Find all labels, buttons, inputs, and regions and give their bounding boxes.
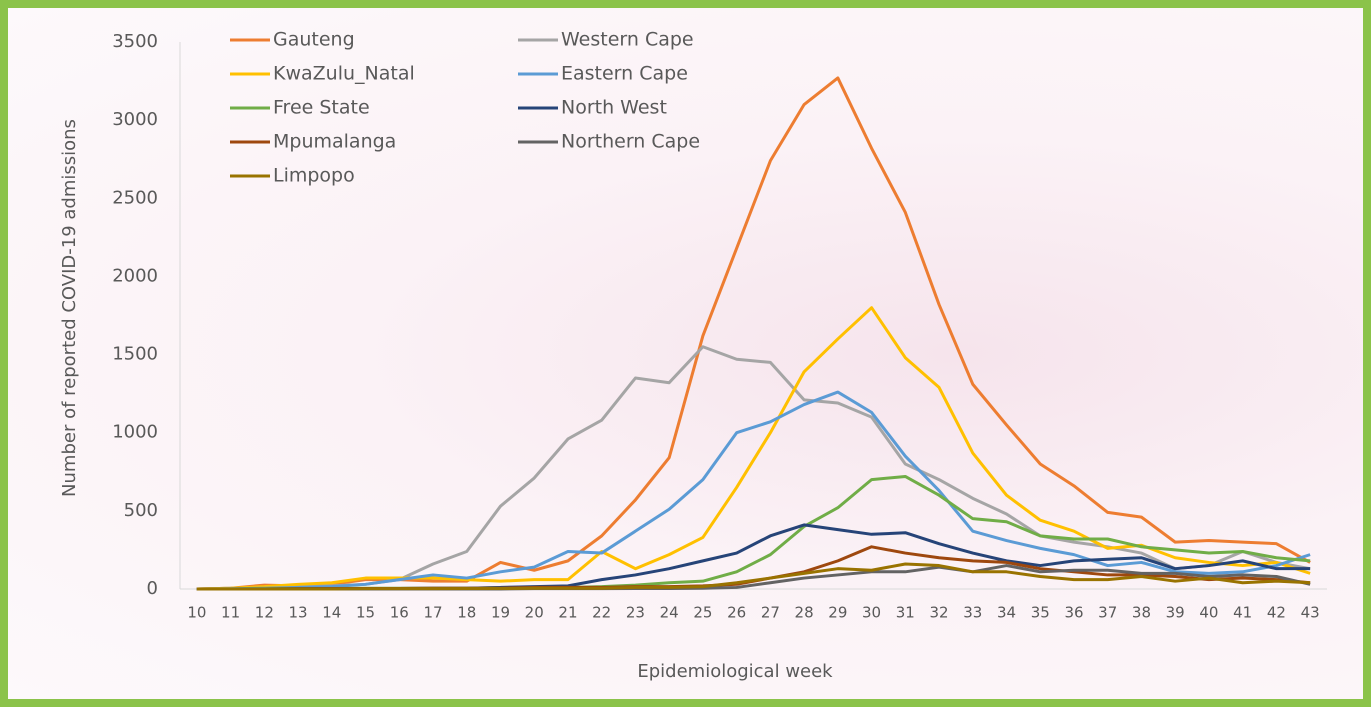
x-tick-label: 35	[1031, 604, 1050, 622]
x-tick-label: 12	[255, 604, 274, 622]
x-tick-label: 17	[423, 604, 442, 622]
y-tick-label: 3500	[112, 31, 158, 52]
y-tick-label: 3000	[112, 109, 158, 130]
x-tick-label: 13	[289, 604, 308, 622]
x-tick-label: 41	[1233, 604, 1252, 622]
legend-label: Limpopo	[273, 165, 355, 187]
y-tick-label: 500	[124, 500, 158, 521]
legend-label: Mpumalanga	[273, 131, 396, 153]
legend-label: Northern Cape	[561, 131, 700, 153]
x-tick-label: 11	[221, 604, 240, 622]
y-axis-title: Number of reported COVID-19 admissions	[59, 119, 80, 497]
x-tick-label: 14	[322, 604, 341, 622]
x-tick-label: 25	[693, 604, 712, 622]
legend-label: KwaZulu_Natal	[273, 63, 415, 85]
x-tick-label: 32	[929, 604, 948, 622]
series-line	[196, 345, 1311, 591]
series-line	[196, 562, 1311, 591]
y-tick-label: 1500	[112, 344, 158, 365]
x-tick-label: 22	[592, 604, 611, 622]
x-tick-label: 20	[525, 604, 544, 622]
y-tick-label: 0	[147, 578, 158, 599]
series-line	[196, 76, 1311, 591]
x-tick-label: 33	[963, 604, 982, 622]
legend-label: Eastern Cape	[561, 63, 688, 85]
legend-label: Western Cape	[561, 29, 694, 51]
x-tick-label: 10	[187, 604, 206, 622]
x-tick-label: 31	[896, 604, 915, 622]
y-tick-label: 2500	[112, 187, 158, 208]
legend-label: North West	[561, 97, 667, 119]
x-axis-title: Epidemiological week	[637, 661, 833, 682]
x-tick-label: 23	[626, 604, 645, 622]
x-tick-label: 27	[761, 604, 780, 622]
x-tick-label: 19	[491, 604, 510, 622]
series-line	[196, 390, 1311, 591]
x-tick-label: 28	[795, 604, 814, 622]
x-tick-label: 24	[660, 604, 679, 622]
x-tick-label: 36	[1064, 604, 1083, 622]
x-tick-label: 34	[997, 604, 1016, 622]
x-tick-label: 15	[356, 604, 375, 622]
x-tick-label: 18	[457, 604, 476, 622]
x-tick-label: 42	[1267, 604, 1286, 622]
legend-label: Gauteng	[273, 29, 355, 51]
x-tick-label: 29	[828, 604, 847, 622]
x-tick-label: 30	[862, 604, 881, 622]
y-tick-label: 1000	[112, 422, 158, 443]
x-tick-label: 26	[727, 604, 746, 622]
x-tick-label: 21	[558, 604, 577, 622]
x-tick-label: 43	[1301, 604, 1320, 622]
x-tick-label: 37	[1098, 604, 1117, 622]
x-tick-label: 39	[1166, 604, 1185, 622]
legend-label: Free State	[273, 97, 370, 119]
chart: Epidemiological week Number of reported …	[59, 29, 1327, 682]
x-tick-label: 38	[1132, 604, 1151, 622]
y-tick-label: 2000	[112, 265, 158, 286]
x-tick-label: 40	[1199, 604, 1218, 622]
series-line	[196, 306, 1311, 591]
x-tick-label: 16	[390, 604, 409, 622]
